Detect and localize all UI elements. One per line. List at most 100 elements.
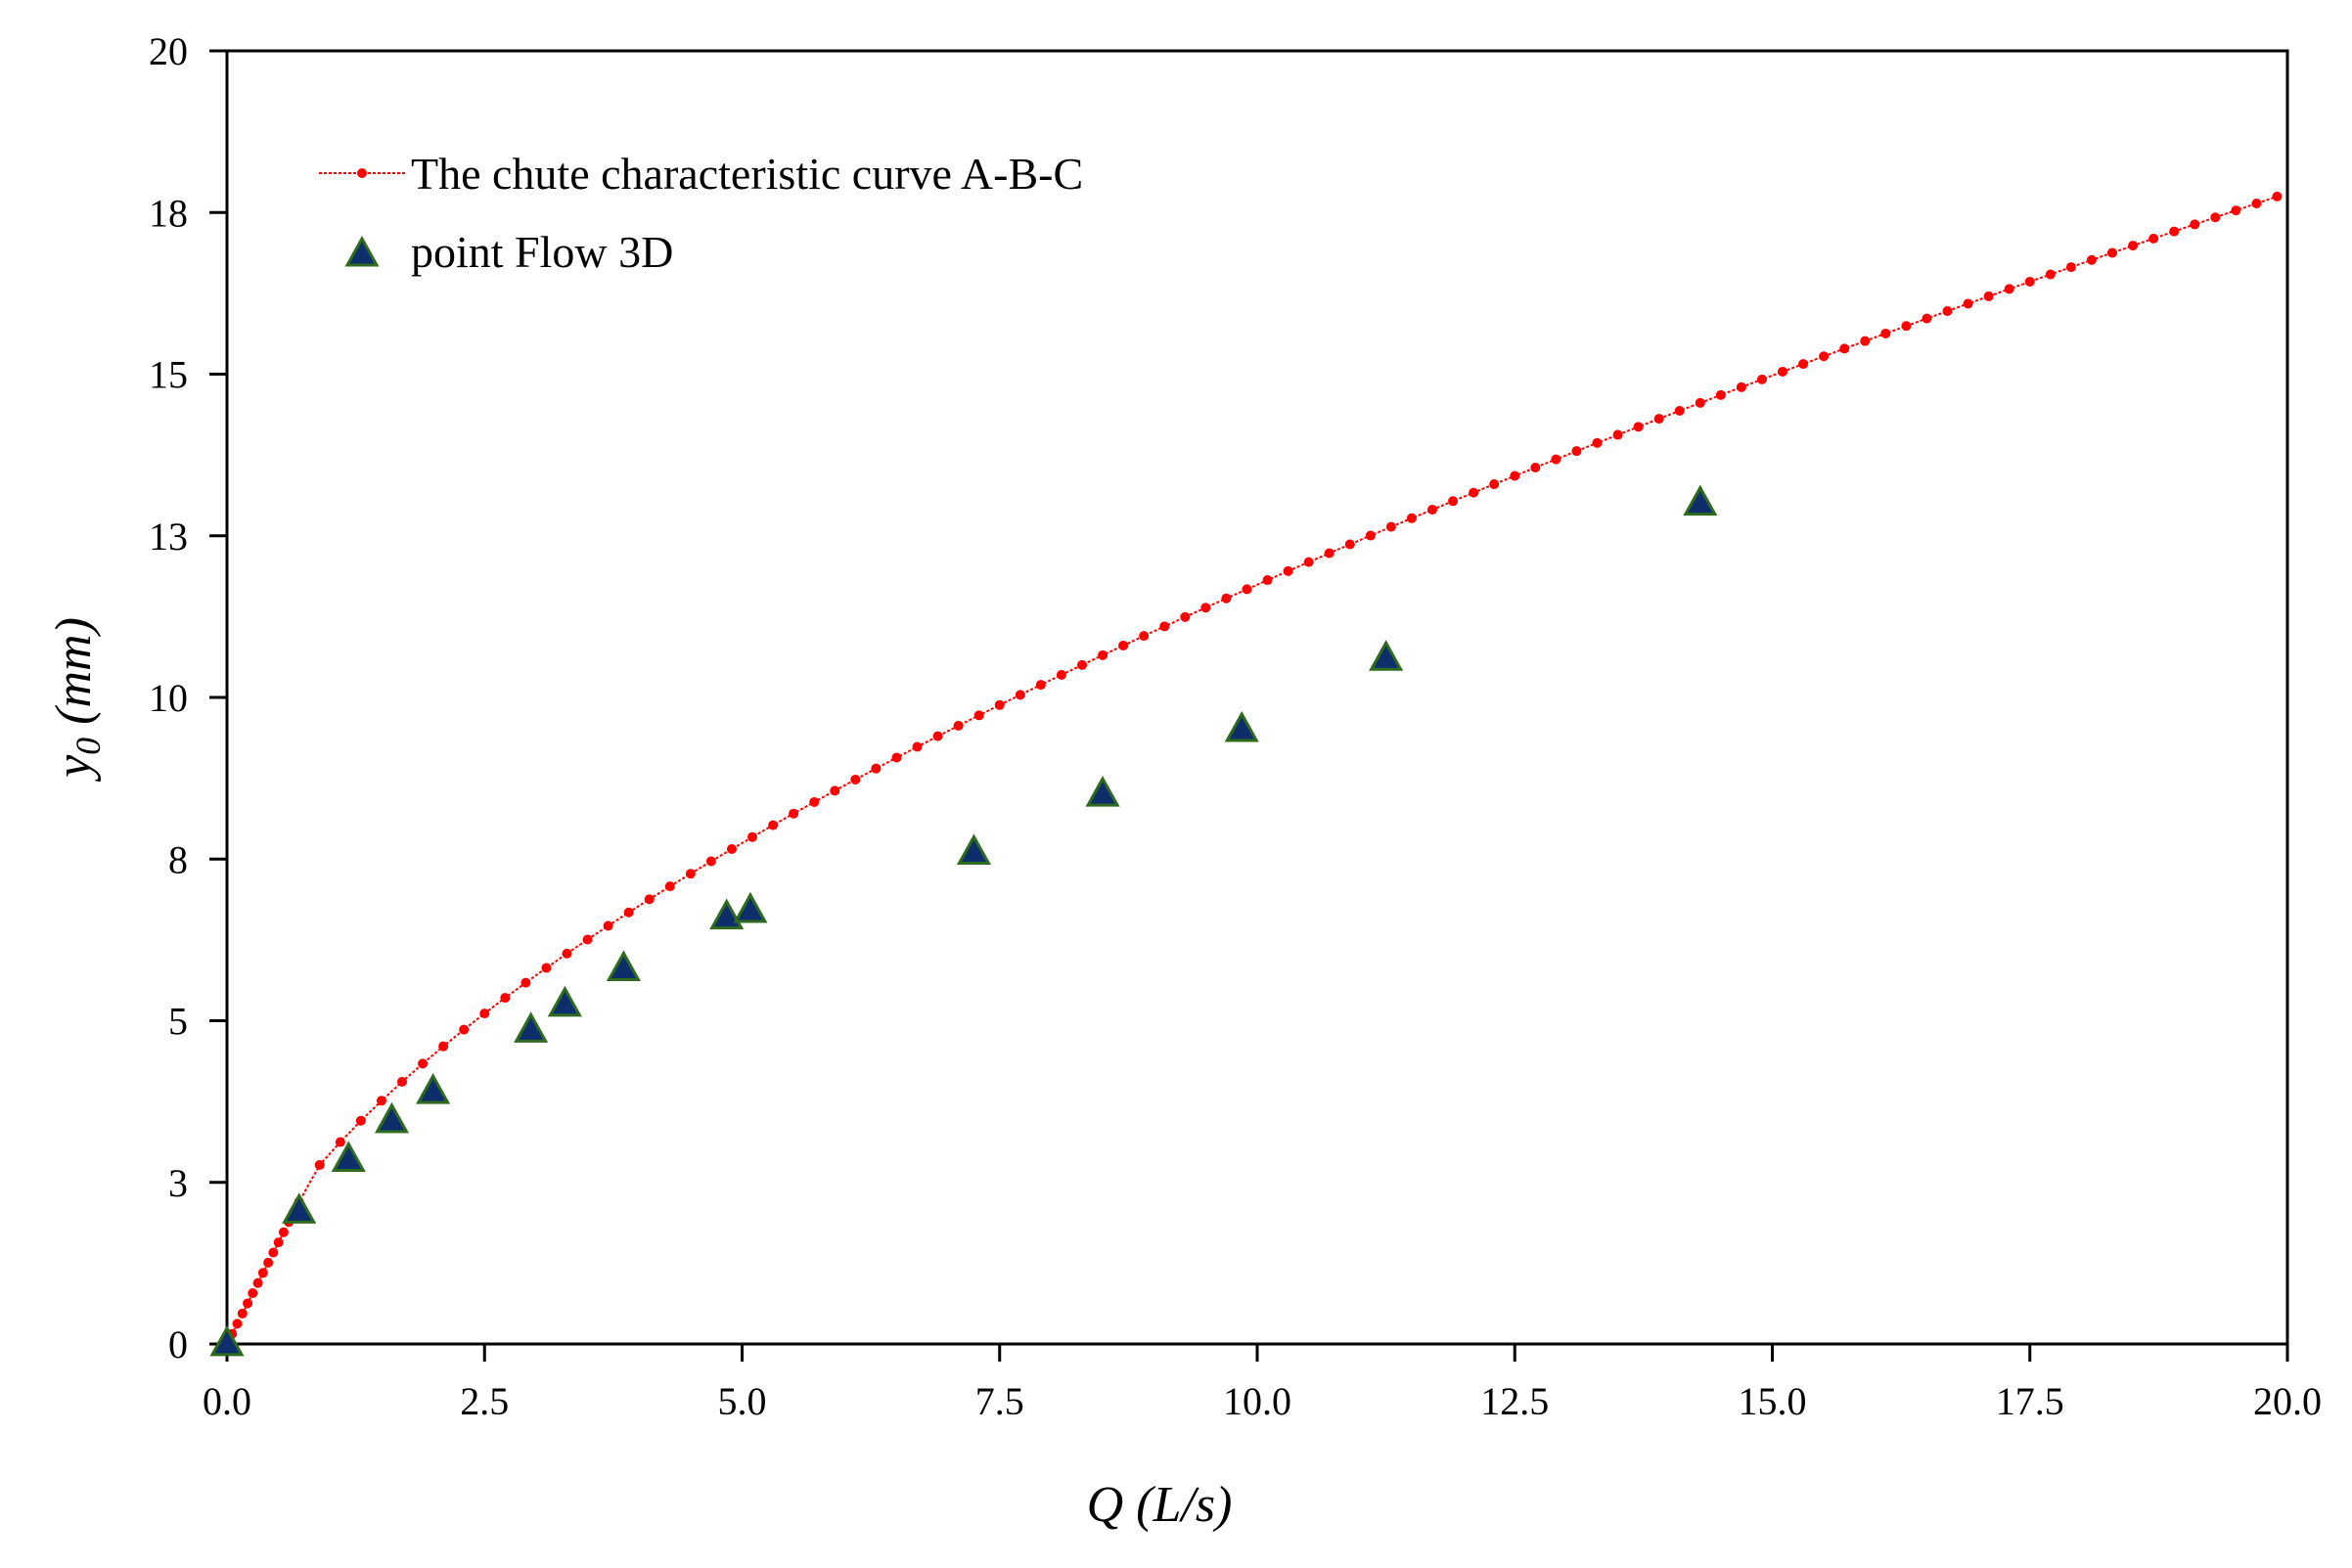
curve-marker — [248, 1288, 258, 1299]
curve-marker — [2128, 241, 2139, 251]
curve-marker — [2086, 254, 2097, 265]
x-tick-label: 20.0 — [2253, 1379, 2322, 1423]
y-axis-label-sub: 0 — [68, 738, 108, 755]
curve-marker — [1489, 479, 1500, 490]
curve-marker — [953, 720, 964, 731]
curve-marker — [623, 907, 634, 918]
x-axis-ticks: 0.0 2.5 5.0 7.5 10.0 12.5 15.0 17.5 20.0 — [203, 1344, 2322, 1423]
curve-marker — [252, 1277, 263, 1288]
curve-line — [226, 195, 2278, 1345]
y-tick-label: 0 — [168, 1322, 188, 1366]
flow3d-point — [514, 1011, 549, 1043]
curve-marker — [664, 881, 675, 892]
x-tick-label: 7.5 — [975, 1379, 1024, 1423]
y-tick-label: 5 — [168, 1000, 188, 1044]
curve-marker — [2169, 226, 2180, 237]
y-tick-label: 18 — [149, 191, 188, 235]
curve-marker — [582, 934, 593, 945]
curve-marker — [1860, 336, 1871, 346]
flow3d-point — [1369, 640, 1404, 671]
x-axis-label: Q (L/s) — [1087, 1477, 1233, 1533]
curve-marker — [273, 1237, 284, 1248]
flow3d-point — [1224, 710, 1259, 742]
curve-marker — [1427, 505, 1438, 515]
curve-marker — [1385, 521, 1396, 532]
curve-marker — [1674, 405, 1685, 416]
flow3d-point — [709, 898, 745, 930]
curve-marker — [747, 831, 758, 842]
x-tick-label: 12.5 — [1480, 1379, 1549, 1423]
curve-marker — [1695, 397, 1705, 408]
curve-marker — [871, 763, 882, 774]
curve-marker — [1819, 351, 1830, 362]
curve-marker — [459, 1024, 470, 1035]
curve-marker — [1963, 298, 1973, 309]
curve-marker — [1076, 659, 1087, 670]
curve-marker — [1736, 381, 1746, 392]
curve-marker — [1510, 470, 1520, 481]
curve-marker — [1778, 366, 1788, 377]
curve-marker — [891, 752, 902, 763]
curve-marker — [1715, 389, 1726, 400]
curve-marker — [243, 1298, 253, 1309]
flow3d-point — [209, 1324, 245, 1357]
curve-marker — [2272, 191, 2283, 202]
curve-marker — [1303, 557, 1314, 567]
x-tick-label: 2.5 — [460, 1379, 509, 1423]
curve-marker — [1242, 584, 1252, 595]
flow3d-point — [1683, 484, 1718, 516]
curve-marker — [705, 856, 716, 867]
curve-marker — [314, 1159, 325, 1170]
curve-marker — [1983, 291, 1994, 301]
curve-marker — [1262, 575, 1273, 586]
curve-marker — [2106, 247, 2117, 258]
curve-marker — [1901, 321, 1912, 332]
y-axis-label: y0 (mm) — [46, 617, 108, 783]
curve-marker — [850, 774, 861, 784]
curve-marker — [644, 894, 655, 905]
curve-marker — [1139, 631, 1150, 642]
curve-marker — [809, 796, 820, 807]
curve-marker — [1365, 530, 1376, 541]
y-tick-label: 15 — [149, 353, 188, 397]
y-tick-label: 20 — [149, 29, 188, 73]
curve-marker — [789, 808, 799, 819]
flow3d-point — [331, 1141, 366, 1173]
y-tick-label: 10 — [149, 676, 188, 720]
curve-marker — [1922, 313, 1932, 324]
legend: The chute characteristic curve A-B-C poi… — [319, 149, 1083, 277]
curve-marker — [2065, 262, 2076, 273]
curve-marker — [2190, 219, 2200, 230]
curve-marker — [994, 699, 1005, 710]
curve-marker — [1098, 650, 1108, 660]
curve-marker — [268, 1247, 279, 1258]
curve-marker — [2251, 198, 2262, 208]
curve-marker — [562, 948, 572, 959]
curve-marker — [685, 869, 696, 879]
flow3d-point — [282, 1192, 317, 1224]
legend-label-flow3d: point Flow 3D — [411, 227, 673, 277]
curve-marker — [397, 1076, 408, 1087]
curve-marker — [257, 1268, 268, 1278]
curve-marker — [263, 1257, 274, 1268]
curve-marker — [1180, 611, 1191, 622]
curve-marker — [500, 993, 511, 1004]
flow3d-point — [1085, 775, 1120, 807]
curve-marker — [1221, 593, 1232, 604]
curve-marker — [2004, 284, 2014, 294]
flow3d-point — [547, 985, 582, 1017]
legend-triangle-marker — [344, 235, 380, 267]
flow3d-point — [956, 833, 991, 866]
y-axis-label-main: y — [46, 754, 102, 783]
curve-marker — [726, 844, 737, 855]
curve-marker — [1035, 680, 1046, 691]
curve-marker — [520, 977, 531, 988]
flow3d-point — [733, 891, 768, 923]
curve-marker — [1469, 487, 1479, 498]
curve-marker — [1756, 374, 1767, 384]
curve-marker — [376, 1096, 386, 1106]
curve-marker — [355, 1115, 366, 1126]
curve-marker — [932, 731, 943, 741]
curve-marker — [1015, 690, 1025, 700]
curve-marker — [335, 1137, 345, 1147]
